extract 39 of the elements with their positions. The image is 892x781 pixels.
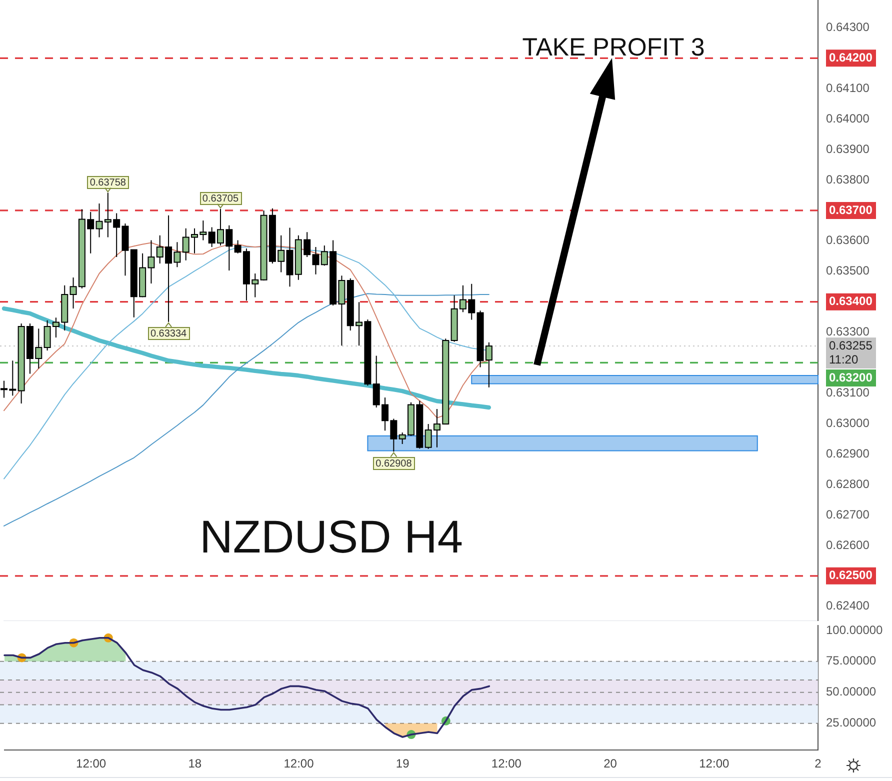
annotation: 0.63705 [202,194,239,205]
ref-line-label: 0.63700 [829,202,873,217]
annotation: 0.63334 [150,328,188,340]
ref-line-label: 0.63200 [829,370,873,384]
ref-line-label: 0.64200 [829,50,873,64]
x-tick-label: 12:00 [491,756,522,771]
y-tick-label: 50.00000 [826,684,876,699]
y-tick-label: 25.00000 [826,716,876,730]
y-tick-label: 0.64000 [826,111,870,126]
y-tick-label: 0.63500 [826,264,870,278]
x-tick-label: 12:00 [284,756,314,771]
x-tick-label: 19 [396,756,410,771]
x-tick-label: 12:00 [76,756,106,771]
y-tick-label: 75.00000 [826,654,876,668]
y-tick-label: 0.63600 [826,233,870,248]
annotation: 0.62908 [376,458,412,470]
ref-line-label: 0.63400 [829,294,873,308]
ref-line-label: 0.62500 [829,568,873,582]
y-tick-label: 0.64100 [826,80,870,95]
annotation: TAKE PROFIT 3 [522,33,705,62]
y-tick-label: 0.63300 [826,324,870,339]
ref-line-label: 0.63255 11:20 [829,338,873,366]
text: NZDUSD H4 [200,510,463,563]
annotation: 0.63758 [90,178,126,189]
y-tick-label: 0.63000 [826,416,870,430]
x-tick-label: 20 [604,756,618,771]
y-tick-label: 0.62400 [826,598,870,613]
y-tick-label: 0.62800 [826,476,870,491]
x-tick-label: 18 [188,756,202,771]
x-tick-label: 2 [814,756,822,771]
y-tick-label: 0.62900 [826,446,870,460]
y-tick-label: 100.00000 [826,622,884,637]
y-tick-label: 0.63900 [826,142,870,156]
x-tick-label: 12:00 [699,756,730,771]
y-tick-label: 0.62700 [826,507,870,522]
y-tick-label: 0.63800 [826,172,870,186]
y-tick-label: 0.63100 [826,386,870,400]
y-tick-label: 0.62600 [826,538,870,552]
y-tick-label: 0.64300 [826,20,870,34]
